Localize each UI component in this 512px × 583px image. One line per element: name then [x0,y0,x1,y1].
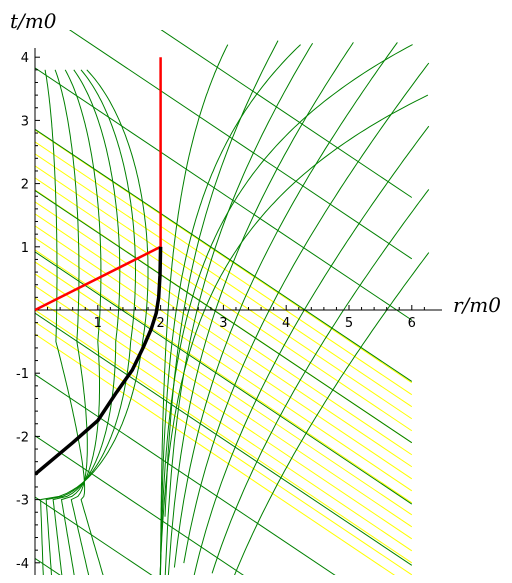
outgoing-grid-curve [193,125,430,575]
y-tick-label: 4 [21,51,29,66]
x-tick-label: 3 [219,316,227,331]
shaded-band-line [35,309,413,564]
axes [34,48,442,575]
ingoing-grid-line [35,251,413,505]
ingoing-grid-line [35,67,413,321]
y-tick-label: -3 [16,494,29,509]
black-curve [35,246,163,476]
ingoing-grid-line [35,312,413,566]
tick-labels: 1 2 3 4 5 6 4 3 2 1 -1 -2 -3 -4 [16,51,416,572]
shaded-band-line [35,273,413,528]
outgoing-grid-curve [173,42,398,568]
y-tick-label: -1 [16,367,29,382]
ingoing-grid-line [35,128,413,382]
outgoing-grid-curve [234,252,430,575]
outgoing-grid-curve [164,42,314,575]
shaded-band-line [35,129,413,384]
inside-horizon-curve [45,69,136,575]
shaded-band-line [35,321,413,575]
inside-horizon-curve [54,69,90,575]
inside-horizon-curve [40,69,149,575]
x-tick-label: 4 [282,316,290,331]
ingoing-grid-line [35,374,336,575]
y-tick-label: -2 [16,430,29,445]
ingoing-grid-line [160,30,413,198]
outgoing-grid-curve [211,189,430,574]
shaded-band-line [35,249,413,504]
shaded-band-line [35,141,413,396]
y-axis-title: t/m0 [10,9,57,33]
shaded-band-line [35,285,413,540]
outgoing-grid-curve [183,62,430,564]
inside-horizon-curve [44,69,104,575]
coordinate-grid-lines [35,30,430,575]
shaded-band-line [35,177,413,432]
y-tick-label: 3 [21,114,29,129]
inside-horizon-curve [52,69,121,575]
x-axis-title: r/m0 [453,293,501,317]
x-tick-label: 6 [408,316,416,331]
inside-horizon-curve [60,69,102,575]
data-series [35,57,163,476]
x-tick-label: 1 [94,316,102,331]
ingoing-grid-line [35,190,413,444]
shaded-band-line [35,333,396,575]
outgoing-grid-curve [167,42,354,575]
y-tick-label: -4 [16,557,29,572]
ingoing-grid-line [35,496,153,575]
shaded-band-line [35,201,413,456]
shaded-band-line [35,213,413,468]
outgoing-grid-curve [159,94,429,575]
y-tick-label: 1 [21,241,29,256]
y-tick-label: 2 [21,178,29,193]
shaded-band-line [35,237,413,492]
x-tick-label: 2 [156,316,164,331]
ingoing-grid-line [69,30,413,260]
shaded-band-line [35,261,413,516]
x-tick-label: 5 [345,316,353,331]
ingoing-grid-line [35,435,244,575]
